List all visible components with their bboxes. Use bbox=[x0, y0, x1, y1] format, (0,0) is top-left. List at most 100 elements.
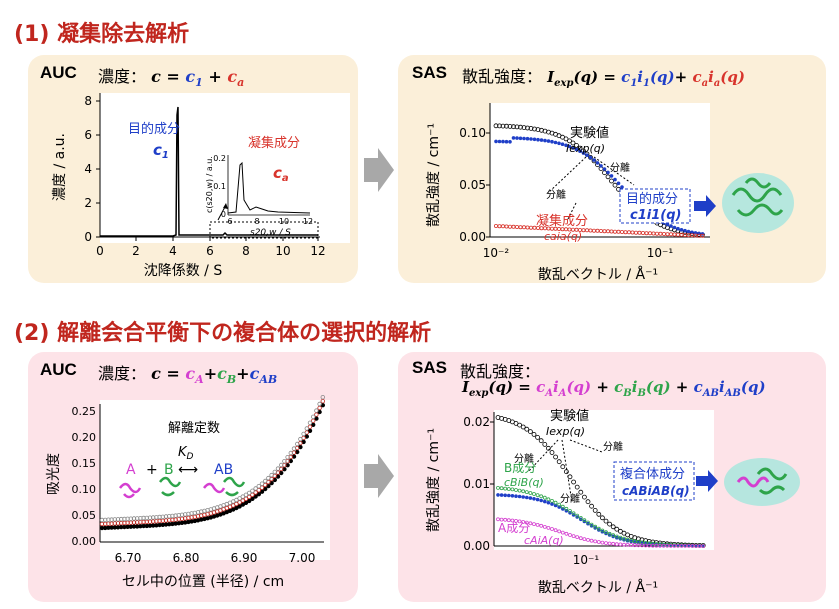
section1-title: (1) 凝集除去解析 bbox=[14, 22, 190, 47]
absorbance-point bbox=[269, 472, 274, 478]
complex-sym: cABiAB(q) bbox=[622, 484, 690, 498]
b-point bbox=[564, 506, 569, 511]
exp-sym: Iexp(q) bbox=[566, 142, 605, 155]
a-point bbox=[586, 537, 590, 542]
absorbance-point bbox=[240, 494, 245, 499]
a-point bbox=[575, 535, 580, 540]
absorbance-point bbox=[311, 418, 316, 423]
agg-sym: caia(q) bbox=[544, 230, 582, 243]
target-point bbox=[602, 167, 607, 171]
complex-point bbox=[543, 499, 547, 504]
exp-point bbox=[549, 450, 555, 455]
absorbance-point bbox=[253, 494, 258, 499]
agg-label: 凝集成分 bbox=[536, 213, 588, 229]
y-tick: 0.05 bbox=[72, 509, 97, 522]
formula-prefix: 濃度： bbox=[98, 364, 147, 383]
const-label: 解離定数 bbox=[168, 421, 220, 436]
target-point bbox=[686, 229, 691, 234]
y-tick: 0.10 bbox=[72, 483, 97, 496]
auc-label: AUC bbox=[40, 360, 77, 379]
target-point bbox=[560, 142, 565, 146]
y-tick: 0.02 bbox=[463, 415, 490, 429]
a-point bbox=[622, 542, 626, 547]
target-point bbox=[571, 146, 575, 150]
target-point bbox=[518, 136, 523, 141]
absorbance-point bbox=[320, 399, 325, 404]
a-point bbox=[636, 543, 641, 548]
b-point bbox=[510, 487, 515, 492]
x-tick: 10⁻¹ bbox=[647, 246, 674, 260]
a-point bbox=[546, 526, 551, 530]
a-point bbox=[510, 518, 515, 523]
absorbance-point bbox=[282, 458, 287, 464]
b-point bbox=[654, 542, 659, 546]
absorbance-point bbox=[314, 408, 319, 413]
absorbance-point bbox=[285, 454, 290, 460]
absorbance-point bbox=[243, 492, 249, 497]
b-point bbox=[535, 493, 540, 497]
a-point bbox=[528, 521, 533, 526]
svg-text:8: 8 bbox=[254, 217, 259, 226]
exp-point bbox=[574, 484, 580, 490]
target-point bbox=[497, 139, 502, 144]
absorbance-point bbox=[246, 494, 252, 500]
b-point bbox=[542, 495, 547, 500]
absorbance-point bbox=[250, 488, 255, 493]
sep-label: 分離 bbox=[610, 161, 630, 174]
absorbance-point bbox=[304, 426, 309, 431]
a-point bbox=[535, 523, 540, 527]
absorbance-point bbox=[246, 490, 252, 496]
b-point bbox=[521, 489, 526, 494]
b-point bbox=[596, 526, 601, 531]
target-point bbox=[525, 136, 530, 141]
inset-ylabel: c(s20,w) / a.u. bbox=[205, 156, 214, 213]
target-label: 目的成分 bbox=[626, 191, 678, 207]
complex-point bbox=[546, 500, 551, 505]
y-tick: 0.25 bbox=[72, 405, 97, 418]
formula-body: Iexp(q) = c1i1(q)+ caia(q) bbox=[547, 68, 745, 89]
absorbance-point bbox=[275, 466, 281, 471]
exp-point bbox=[518, 124, 523, 130]
b-point bbox=[607, 531, 612, 536]
exp-point bbox=[525, 125, 530, 131]
exp-point bbox=[592, 508, 598, 513]
complex-point bbox=[525, 495, 529, 500]
sep-label: 分離 bbox=[514, 452, 534, 465]
a-point bbox=[514, 519, 518, 523]
absorbance-point bbox=[301, 431, 306, 437]
absorbance-point bbox=[278, 462, 284, 468]
b-point bbox=[600, 528, 605, 533]
absorbance-point bbox=[288, 450, 293, 456]
exp-point bbox=[612, 182, 618, 188]
b-point bbox=[643, 540, 648, 545]
x-tick: 2 bbox=[132, 244, 140, 258]
a-point bbox=[593, 539, 598, 544]
target-point bbox=[679, 228, 684, 232]
absorbance-point bbox=[307, 428, 313, 433]
arrow-icon bbox=[696, 470, 718, 492]
b-point bbox=[582, 518, 587, 523]
formula-body: c = c1 + ca bbox=[151, 67, 245, 90]
b-point bbox=[629, 538, 634, 543]
y-tick: 0.00 bbox=[72, 535, 97, 548]
exp-point bbox=[556, 459, 562, 465]
a-point bbox=[690, 543, 695, 548]
a-point bbox=[499, 517, 504, 522]
target-point bbox=[606, 170, 610, 175]
exp-point bbox=[589, 503, 595, 509]
target-point bbox=[557, 141, 561, 146]
a-sym: cAiA(q) bbox=[524, 534, 564, 547]
absorbance-point bbox=[298, 436, 303, 442]
x-axis-label: セル中の位置 (半径) / cm bbox=[122, 574, 284, 590]
b-point bbox=[524, 490, 529, 494]
y-tick: 4 bbox=[84, 162, 92, 176]
formula-body: c = cA+cB+cAB bbox=[151, 364, 278, 387]
complex-point bbox=[629, 539, 633, 544]
complex-point bbox=[539, 498, 543, 503]
b-point bbox=[604, 530, 608, 535]
target-point bbox=[599, 164, 603, 168]
exp-point bbox=[511, 124, 516, 130]
b-point bbox=[632, 539, 637, 544]
inset-xlabel: s20,w / S bbox=[250, 228, 291, 238]
absorbance-point bbox=[317, 405, 322, 411]
